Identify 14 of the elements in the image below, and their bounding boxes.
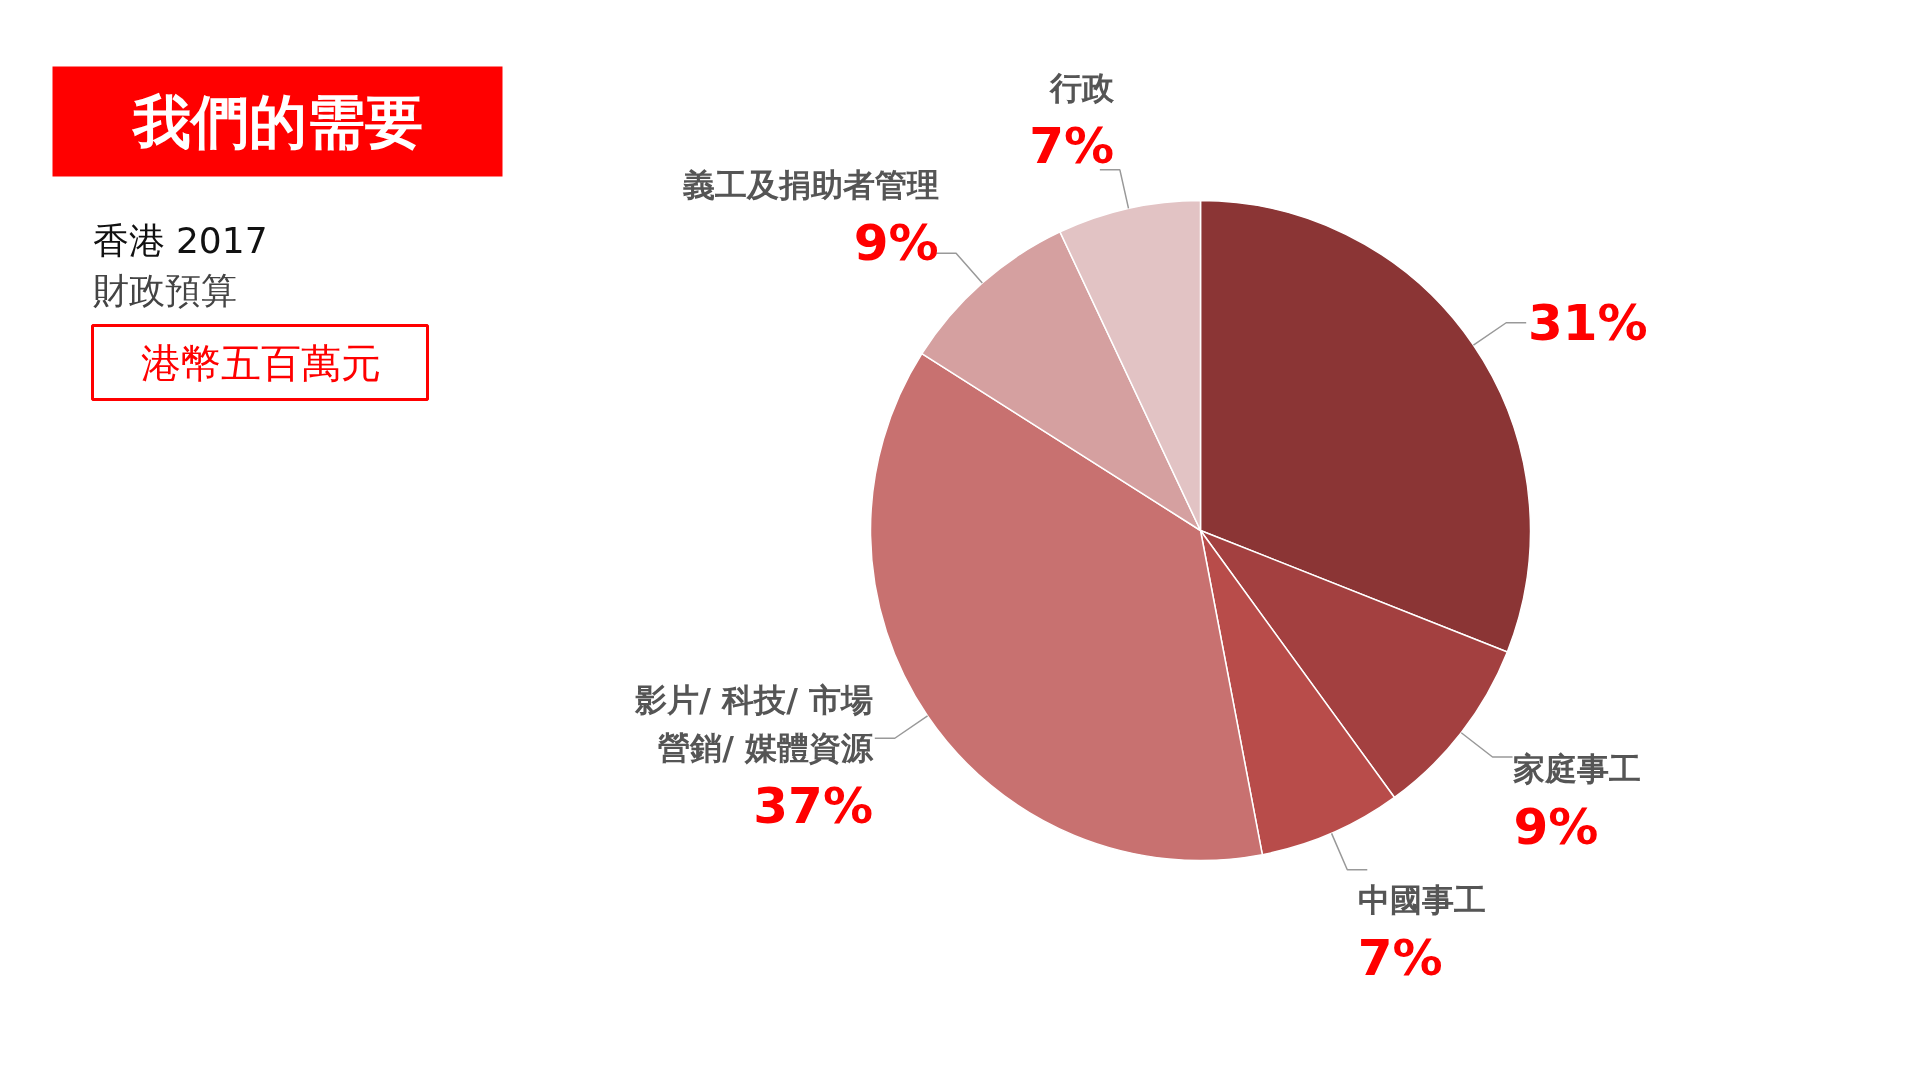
data-label: 7%	[1029, 116, 1115, 175]
chart-title: 我們的需要	[130, 87, 423, 156]
data-label: 37%	[753, 776, 873, 835]
data-label: 9%	[1513, 798, 1599, 857]
data-label: 31%	[1528, 294, 1648, 353]
data-label: 9%	[853, 213, 939, 272]
slice-label: 中國事工	[1357, 881, 1486, 920]
text: 香港 2017 財政預算	[92, 220, 268, 311]
slice-label: 義工及捐助者管理	[681, 165, 939, 204]
data-label: 7%	[1357, 929, 1443, 988]
slice-label: 影片/ 科技/ 市場營銷/ 媒體資源	[634, 680, 874, 767]
text: 港幣五百萬元	[140, 339, 381, 386]
slice-label: 家庭事工	[1513, 750, 1642, 789]
slice-label: 行政	[1049, 68, 1116, 107]
